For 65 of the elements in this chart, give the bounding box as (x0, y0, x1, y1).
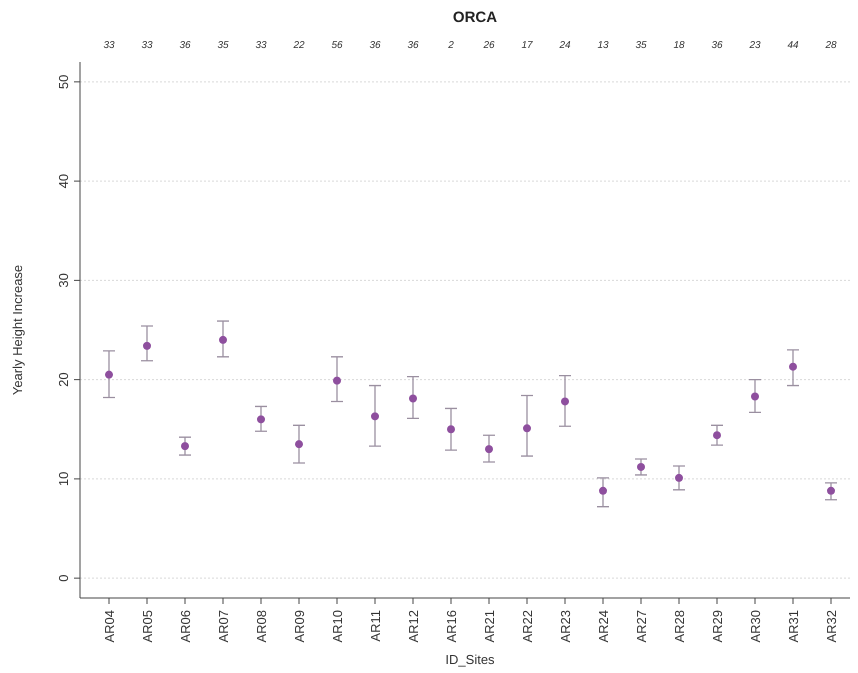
point (675, 474, 683, 482)
y-axis-title: Yearly Height Increase (10, 264, 25, 396)
text: 17 (521, 40, 533, 51)
text: 18 (673, 40, 685, 51)
point (143, 342, 151, 350)
text: 44 (787, 40, 799, 51)
text: 24 (558, 40, 571, 51)
point (485, 445, 493, 454)
x-tick-label: AR31 (786, 610, 801, 643)
text: 33 (103, 40, 115, 51)
y-tick-label: 30 (56, 273, 71, 288)
x-tick-label: AR24 (596, 610, 611, 643)
point (295, 440, 303, 448)
x-tick-label: AR22 (520, 610, 535, 643)
point (333, 376, 341, 385)
text: 36 (369, 40, 381, 51)
point (105, 370, 113, 379)
y-tick-label: 40 (56, 174, 71, 188)
point (409, 394, 417, 402)
x-axis-title: ID_Sites (445, 652, 496, 667)
text: 22 (292, 40, 305, 51)
x-tick-label: AR21 (482, 610, 497, 643)
x-tick-label: AR05 (140, 610, 155, 643)
text: 35 (635, 40, 647, 51)
point (219, 336, 227, 344)
y-tick-label: 0 (56, 574, 71, 582)
text: 33 (255, 40, 267, 51)
text: 36 (179, 40, 191, 51)
point (447, 425, 455, 434)
x-tick-label: AR23 (558, 610, 573, 643)
x-tick-label: AR27 (634, 610, 649, 643)
x-tick-label: AR28 (672, 610, 687, 643)
x-tick-label: AR32 (824, 610, 839, 643)
y-tick-label: 20 (56, 372, 71, 387)
text: 23 (748, 40, 761, 51)
point (257, 415, 265, 424)
text: 2 (447, 40, 454, 51)
point (523, 424, 531, 432)
x-tick-label: AR06 (178, 610, 193, 643)
text: 56 (331, 40, 343, 51)
text: 36 (407, 40, 419, 51)
x-tick-label: AR12 (406, 610, 421, 643)
x-tick-label: AR08 (254, 610, 269, 643)
point (371, 412, 379, 420)
x-tick-label: AR07 (216, 610, 231, 643)
text: 13 (597, 40, 609, 51)
text: 33 (141, 40, 153, 51)
x-tick-label: AR04 (102, 610, 117, 643)
chart-title: ORCA (452, 9, 498, 26)
point (561, 397, 569, 406)
text: 35 (217, 40, 229, 51)
y-tick-label: 50 (56, 74, 71, 90)
x-tick-label: AR16 (444, 610, 459, 643)
point (751, 392, 759, 401)
point (789, 362, 797, 371)
text: 26 (482, 40, 495, 51)
x-tick-label: AR29 (710, 610, 725, 643)
point (599, 486, 607, 495)
text: 36 (711, 40, 723, 51)
x-tick-label: AR30 (748, 610, 763, 643)
x-tick-label: AR09 (292, 610, 307, 643)
text: 28 (824, 40, 837, 51)
x-tick-label: AR11 (368, 610, 383, 642)
x-tick-label: AR10 (330, 610, 345, 643)
y-tick-label: 10 (56, 472, 71, 486)
